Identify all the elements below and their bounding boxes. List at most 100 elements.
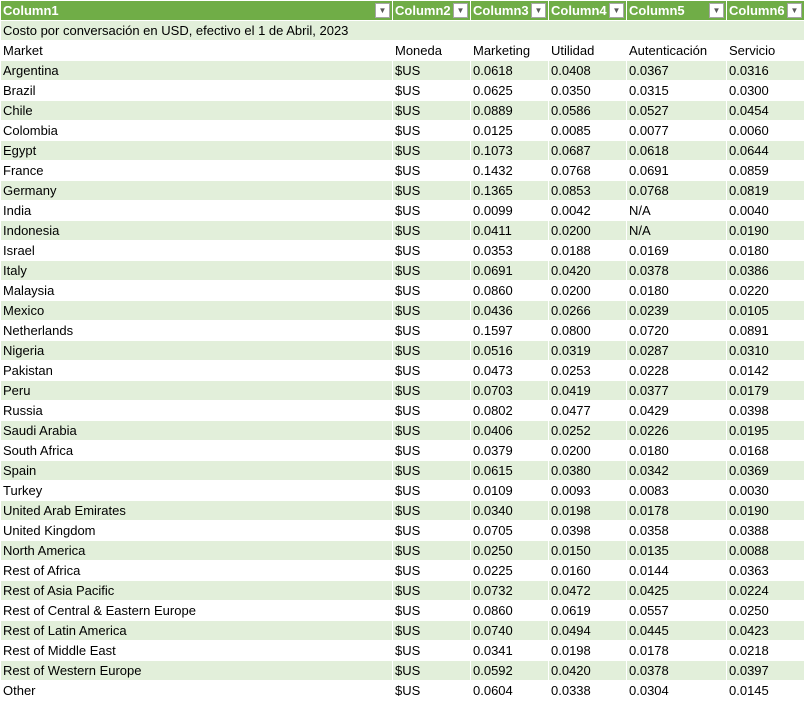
table-cell[interactable]: 0.0200 — [549, 441, 627, 461]
table-cell[interactable]: 0.0042 — [549, 201, 627, 221]
table-cell[interactable]: $US — [393, 421, 471, 441]
table-cell[interactable]: 0.0340 — [471, 501, 549, 521]
table-cell[interactable]: 0.0377 — [627, 381, 727, 401]
table-cell[interactable]: 0.0398 — [549, 521, 627, 541]
table-cell[interactable]: 0.0228 — [627, 361, 727, 381]
table-cell[interactable]: $US — [393, 541, 471, 561]
table-cell[interactable]: 0.0341 — [471, 641, 549, 661]
table-cell[interactable]: 0.0135 — [627, 541, 727, 561]
table-cell[interactable]: 0.0586 — [549, 101, 627, 121]
table-cell[interactable]: Indonesia — [1, 221, 393, 241]
table-cell[interactable]: Egypt — [1, 141, 393, 161]
table-cell[interactable]: 0.0218 — [727, 641, 804, 661]
table-cell[interactable]: 0.0740 — [471, 621, 549, 641]
table-cell[interactable]: 0.0625 — [471, 81, 549, 101]
table-cell[interactable]: Brazil — [1, 81, 393, 101]
table-cell[interactable]: $US — [393, 141, 471, 161]
table-cell[interactable]: 0.0350 — [549, 81, 627, 101]
table-cell[interactable]: 0.0180 — [627, 281, 727, 301]
column-header-6[interactable]: Column6▼ — [727, 1, 804, 21]
filter-dropdown-icon[interactable]: ▼ — [609, 3, 624, 18]
table-cell[interactable]: N/A — [627, 221, 727, 241]
table-cell[interactable]: 0.0388 — [727, 521, 804, 541]
table-cell[interactable]: $US — [393, 341, 471, 361]
table-cell[interactable]: Peru — [1, 381, 393, 401]
table-cell[interactable]: Netherlands — [1, 321, 393, 341]
table-cell[interactable]: $US — [393, 561, 471, 581]
table-cell[interactable]: 0.0180 — [727, 241, 804, 261]
table-cell[interactable]: Israel — [1, 241, 393, 261]
table-cell[interactable]: 0.0557 — [627, 601, 727, 621]
table-cell[interactable]: Rest of Central & Eastern Europe — [1, 601, 393, 621]
filter-dropdown-icon[interactable]: ▼ — [375, 3, 390, 18]
table-cell[interactable]: 0.0179 — [727, 381, 804, 401]
table-cell[interactable]: $US — [393, 401, 471, 421]
subheader-cell[interactable]: Marketing — [471, 41, 549, 61]
table-cell[interactable]: 0.0088 — [727, 541, 804, 561]
table-cell[interactable]: 0.0200 — [549, 221, 627, 241]
table-cell[interactable]: Spain — [1, 461, 393, 481]
table-cell[interactable]: 0.0691 — [471, 261, 549, 281]
table-cell[interactable]: France — [1, 161, 393, 181]
column-header-5[interactable]: Column5▼ — [627, 1, 727, 21]
subheader-cell[interactable]: Autenticación — [627, 41, 727, 61]
table-cell[interactable]: 0.0419 — [549, 381, 627, 401]
table-cell[interactable]: $US — [393, 641, 471, 661]
table-cell[interactable]: 0.0379 — [471, 441, 549, 461]
table-cell[interactable]: 0.0030 — [727, 481, 804, 501]
table-cell[interactable]: 0.0592 — [471, 661, 549, 681]
table-cell[interactable]: 0.1432 — [471, 161, 549, 181]
table-cell[interactable]: 0.0369 — [727, 461, 804, 481]
table-cell[interactable]: 0.0150 — [549, 541, 627, 561]
table-cell[interactable]: Mexico — [1, 301, 393, 321]
filter-dropdown-icon[interactable]: ▼ — [531, 3, 546, 18]
table-cell[interactable]: 0.0180 — [627, 441, 727, 461]
table-cell[interactable]: 0.0040 — [727, 201, 804, 221]
subheader-cell[interactable]: Servicio — [727, 41, 804, 61]
table-cell[interactable]: United Arab Emirates — [1, 501, 393, 521]
table-cell[interactable]: 0.0406 — [471, 421, 549, 441]
table-cell[interactable]: $US — [393, 321, 471, 341]
table-cell[interactable]: 0.0802 — [471, 401, 549, 421]
table-cell[interactable]: Rest of Africa — [1, 561, 393, 581]
table-cell[interactable]: $US — [393, 221, 471, 241]
table-cell[interactable]: 0.1597 — [471, 321, 549, 341]
table-cell[interactable]: $US — [393, 441, 471, 461]
table-cell[interactable]: 0.0691 — [627, 161, 727, 181]
table-cell[interactable]: 0.0358 — [627, 521, 727, 541]
table-cell[interactable]: 0.0429 — [627, 401, 727, 421]
table-cell[interactable]: Saudi Arabia — [1, 421, 393, 441]
table-cell[interactable]: Rest of Asia Pacific — [1, 581, 393, 601]
table-cell[interactable]: 0.0220 — [727, 281, 804, 301]
table-cell[interactable]: 0.0266 — [549, 301, 627, 321]
table-cell[interactable]: 0.0198 — [549, 641, 627, 661]
table-cell[interactable]: 0.1365 — [471, 181, 549, 201]
table-cell[interactable]: $US — [393, 121, 471, 141]
table-cell[interactable]: 0.0239 — [627, 301, 727, 321]
table-cell[interactable]: 0.0644 — [727, 141, 804, 161]
table-cell[interactable]: 0.0198 — [549, 501, 627, 521]
table-cell[interactable]: 0.0105 — [727, 301, 804, 321]
table-cell[interactable]: 0.0253 — [549, 361, 627, 381]
table-cell[interactable]: 0.0093 — [549, 481, 627, 501]
table-cell[interactable]: 0.0619 — [549, 601, 627, 621]
table-cell[interactable]: 0.0819 — [727, 181, 804, 201]
table-cell[interactable]: 0.0732 — [471, 581, 549, 601]
table-cell[interactable]: 0.0287 — [627, 341, 727, 361]
table-cell[interactable]: 0.0860 — [471, 281, 549, 301]
table-cell[interactable]: 0.0178 — [627, 641, 727, 661]
table-cell[interactable]: $US — [393, 241, 471, 261]
table-cell[interactable]: $US — [393, 381, 471, 401]
table-cell[interactable]: 0.0473 — [471, 361, 549, 381]
table-cell[interactable]: 0.0142 — [727, 361, 804, 381]
table-cell[interactable]: Rest of Western Europe — [1, 661, 393, 681]
table-cell[interactable]: 0.0425 — [627, 581, 727, 601]
table-cell[interactable]: $US — [393, 181, 471, 201]
table-cell[interactable]: 0.0188 — [549, 241, 627, 261]
table-cell[interactable]: $US — [393, 621, 471, 641]
table-cell[interactable]: 0.0859 — [727, 161, 804, 181]
table-cell[interactable]: Russia — [1, 401, 393, 421]
table-cell[interactable]: $US — [393, 301, 471, 321]
table-cell[interactable]: 0.0397 — [727, 661, 804, 681]
table-cell[interactable]: 0.0454 — [727, 101, 804, 121]
